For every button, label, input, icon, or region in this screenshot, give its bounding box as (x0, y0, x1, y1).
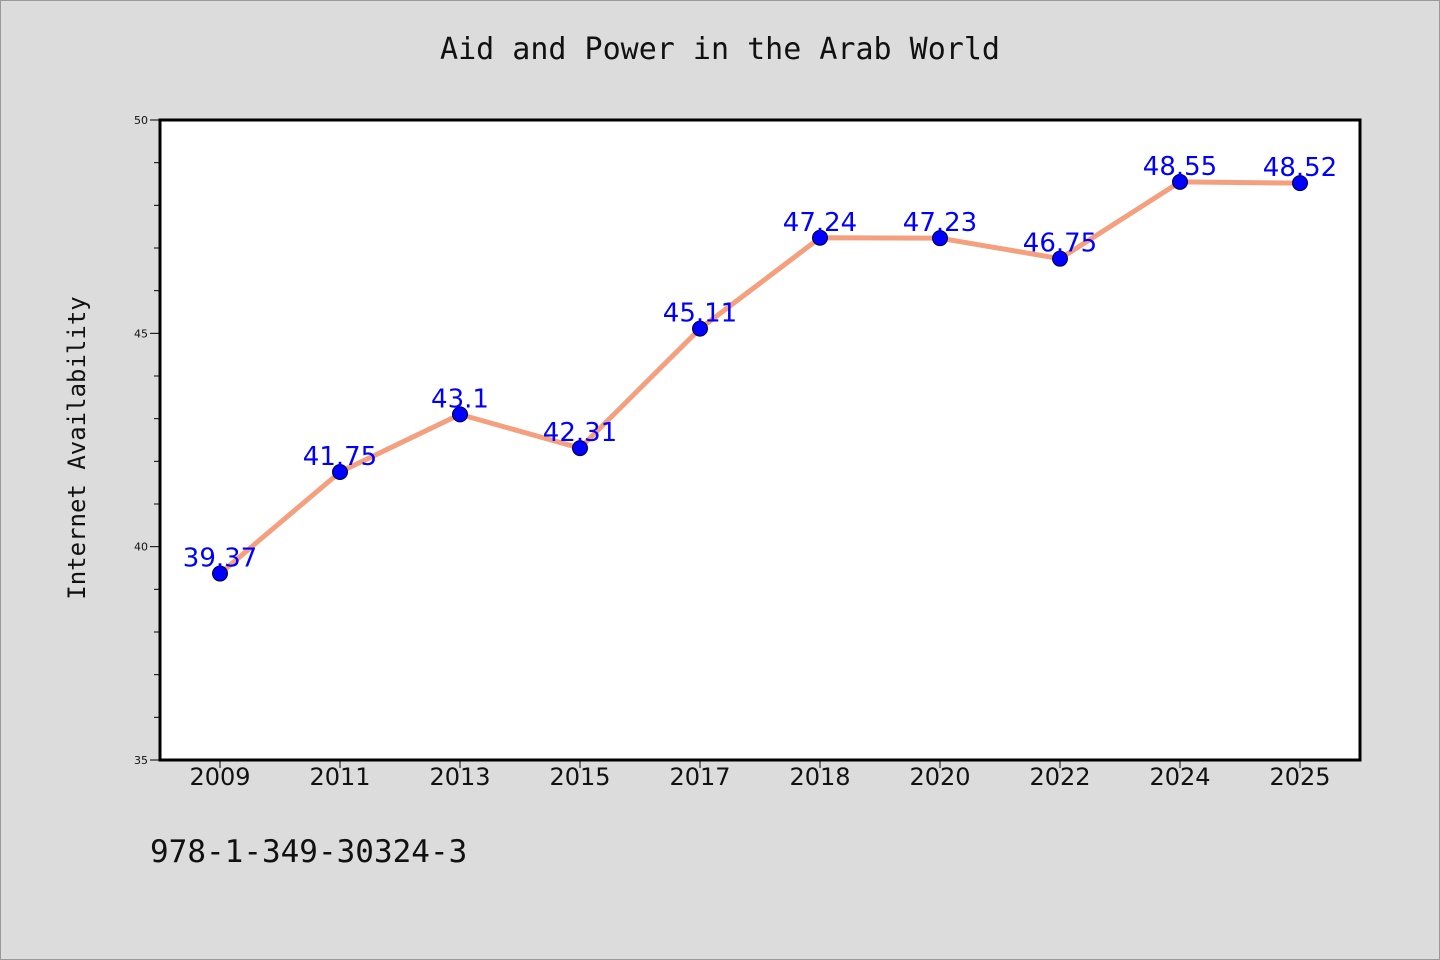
plot-area (158, 118, 1362, 762)
data-labels: 39.37 41.75 43.1 42.31 45.11 47.24 47.23 46.75 4… (183, 152, 1337, 574)
x-tick-label: 2017 (669, 763, 730, 791)
data-label: 45.11 (663, 299, 737, 329)
series-line (218, 179, 1301, 576)
data-point (812, 229, 828, 246)
x-tick-label: 2022 (1029, 763, 1090, 791)
data-label: 46.75 (1023, 229, 1097, 259)
y-tick-label: 40 (134, 541, 148, 554)
data-point (1172, 173, 1188, 190)
chart-title: Aid and Power in the Arab World (440, 32, 1000, 67)
data-label: 48.55 (1143, 152, 1217, 182)
data-point (572, 440, 588, 457)
data-label: 47.23 (903, 208, 977, 238)
x-tick-label: 2020 (909, 763, 970, 791)
data-point (212, 565, 228, 582)
data-point (932, 230, 948, 247)
footer-id: 978-1-349-30324-3 (150, 834, 468, 870)
y-tick-label: 45 (134, 327, 148, 340)
data-point (1052, 250, 1068, 267)
x-axis: 2009 2011 2013 2015 2017 2018 2020 2022 2024 2025 (189, 760, 1331, 791)
data-label: 43.1 (431, 384, 489, 414)
y-tick-label: 50 (134, 114, 148, 127)
data-point (692, 320, 708, 337)
x-tick-label: 2013 (429, 763, 490, 791)
data-label: 48.52 (1263, 153, 1337, 183)
data-label: 47.24 (783, 208, 857, 238)
x-tick-label: 2025 (1269, 763, 1330, 791)
x-tick-label: 2024 (1149, 763, 1210, 791)
data-label: 42.31 (543, 418, 617, 448)
x-tick-label: 2018 (789, 763, 850, 791)
data-point (1292, 175, 1308, 192)
x-tick-label: 2015 (549, 763, 610, 791)
data-label: 39.37 (183, 544, 257, 574)
data-point (332, 464, 348, 480)
data-points (212, 173, 1308, 582)
x-tick-label: 2009 (189, 763, 250, 791)
data-label: 41.75 (303, 442, 377, 472)
x-tick-label: 2011 (309, 763, 370, 791)
y-tick-label: 35 (134, 754, 148, 767)
data-point (452, 406, 468, 423)
y-axis: 35 40 45 50 (134, 114, 160, 767)
